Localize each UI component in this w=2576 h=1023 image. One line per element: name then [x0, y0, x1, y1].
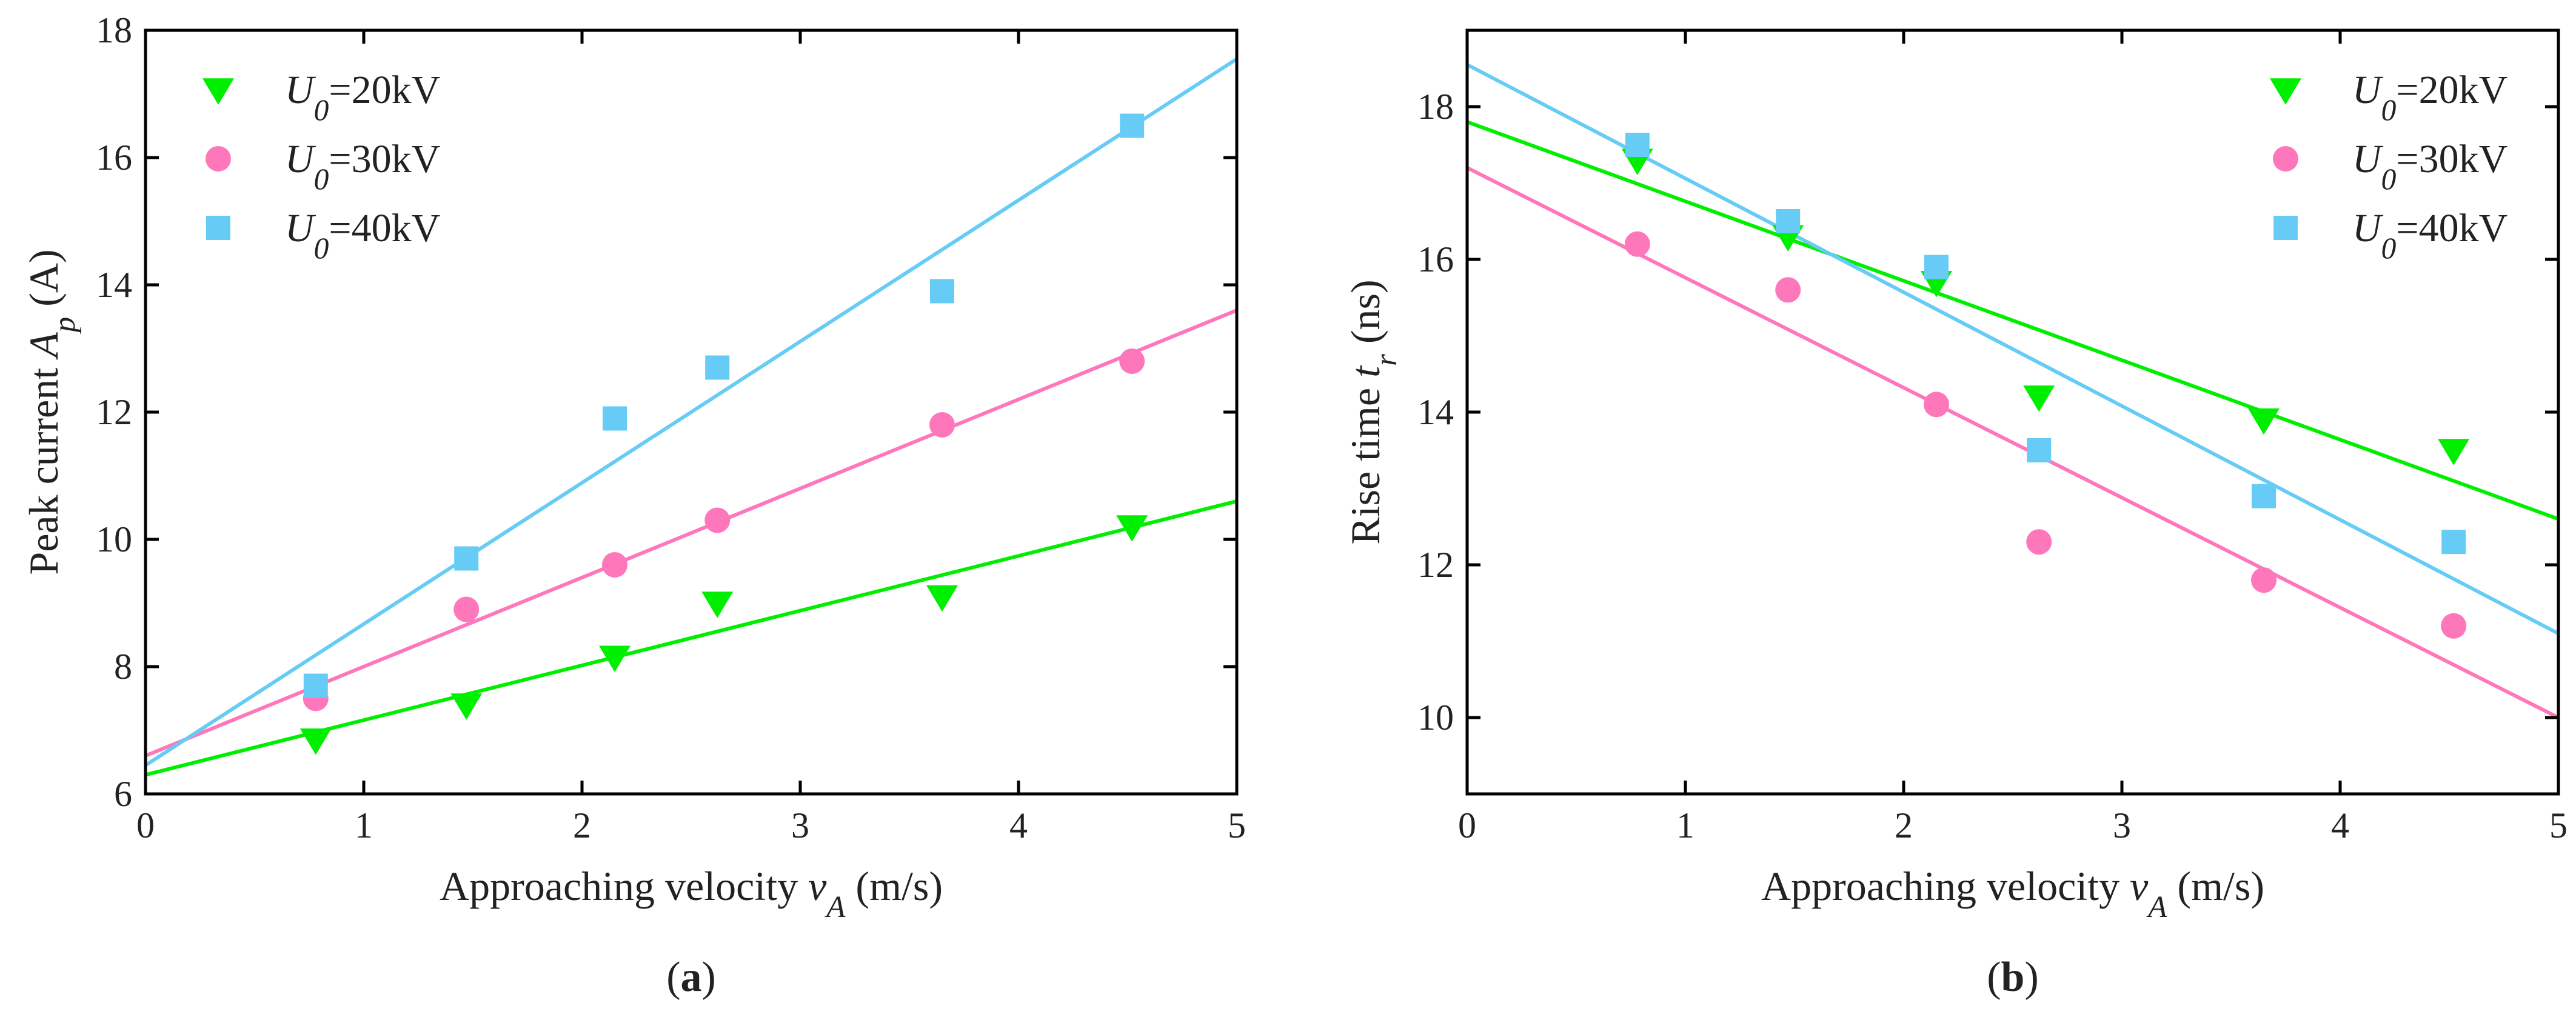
data-point [454, 546, 479, 571]
data-point [1119, 348, 1145, 374]
data-point [1775, 277, 1801, 303]
y-tick-label: 14 [1417, 392, 1454, 432]
fit-line-series_30kV [1467, 166, 2558, 719]
data-point [450, 693, 483, 720]
data-point [2252, 484, 2276, 508]
legend-label: U0=40kV [285, 206, 440, 265]
legend: U0=20kV U0=30kV U0=40kV [2270, 68, 2507, 265]
data-point [929, 412, 955, 438]
legend-marker [2273, 146, 2298, 172]
data-point [2248, 408, 2280, 435]
x-tick-label: 5 [2549, 805, 2568, 845]
y-tick-label: 16 [96, 138, 132, 178]
series-series_20kV [1621, 148, 2470, 465]
data-point [1924, 255, 1949, 279]
data-point [704, 507, 731, 533]
series-series_40kV [1625, 133, 2466, 555]
x-axis-label: Approaching velocity vA (m/s) [1761, 863, 2264, 924]
data-point [2027, 438, 2052, 462]
data-point [303, 673, 328, 698]
data-point [930, 279, 954, 304]
y-tick-label: 8 [114, 647, 132, 687]
data-point [1924, 392, 1949, 418]
x-tick-label: 3 [791, 805, 809, 845]
data-point [705, 355, 730, 380]
fit-line-series_20kV [1467, 120, 2558, 521]
x-tick-label: 4 [1009, 805, 1028, 845]
x-axis-label: Approaching velocity vA (m/s) [440, 863, 943, 924]
data-point [701, 591, 734, 618]
fit-line-series_40kV [146, 57, 1237, 767]
y-tick-label: 12 [1417, 545, 1454, 585]
data-point [2026, 529, 2052, 555]
y-tick-label: 18 [96, 10, 132, 50]
data-point [1116, 515, 1148, 542]
x-tick-label: 0 [1458, 805, 1476, 845]
y-tick-label: 10 [96, 519, 132, 559]
data-point [2023, 385, 2055, 412]
legend-marker [2270, 78, 2301, 105]
data-point [1776, 209, 1801, 233]
legend-label: U0=30kV [285, 137, 440, 196]
x-tick-label: 1 [1676, 805, 1694, 845]
legend-marker [206, 216, 230, 240]
data-point [1624, 231, 1650, 257]
data-point [599, 645, 631, 672]
data-point [2441, 613, 2467, 639]
series-series_30kV [303, 348, 1145, 711]
series-series_20kV [299, 515, 1148, 755]
data-point [926, 585, 958, 612]
legend-marker [202, 78, 234, 105]
y-tick-label: 10 [1417, 698, 1454, 738]
x-tick-label: 3 [2113, 805, 2131, 845]
y-tick-label: 18 [1417, 87, 1454, 127]
panel-caption: (b) [1987, 954, 2039, 1001]
x-tick-label: 0 [136, 805, 155, 845]
y-axis-label: Peak current Ap (A) [21, 249, 82, 575]
x-tick-label: 2 [1895, 805, 1913, 845]
panel-caption: (a) [666, 954, 716, 1001]
fit-line-series_40kV [1467, 63, 2558, 636]
legend: U0=20kV U0=30kV U0=40kV [202, 68, 440, 265]
data-point [603, 406, 627, 431]
legend-label: U0=30kV [2352, 137, 2507, 196]
y-tick-label: 12 [96, 392, 132, 432]
series-series_30kV [1624, 231, 2467, 639]
data-point [453, 596, 480, 622]
fit-lines [1467, 63, 2558, 719]
x-tick-label: 1 [355, 805, 373, 845]
legend-marker [2273, 216, 2298, 240]
data-point [1625, 133, 1650, 157]
y-tick-label: 16 [1417, 239, 1454, 279]
x-tick-label: 2 [573, 805, 591, 845]
data-point [2441, 530, 2466, 555]
series-series_40kV [303, 113, 1145, 698]
data-point [2251, 567, 2277, 593]
y-tick-label: 6 [114, 774, 132, 814]
y-axis-label: Rise time tr (ns) [1342, 279, 1403, 544]
legend-label: U0=20kV [2352, 68, 2507, 127]
data-point [602, 552, 627, 578]
y-tick-label: 14 [96, 265, 132, 305]
data-point [299, 728, 332, 755]
data-point [2438, 439, 2470, 465]
x-tick-label: 5 [1228, 805, 1246, 845]
legend-label: U0=20kV [285, 68, 440, 127]
legend-marker [206, 146, 231, 172]
x-tick-label: 4 [2331, 805, 2349, 845]
legend-label: U0=40kV [2352, 206, 2507, 265]
data-point [1120, 113, 1145, 138]
